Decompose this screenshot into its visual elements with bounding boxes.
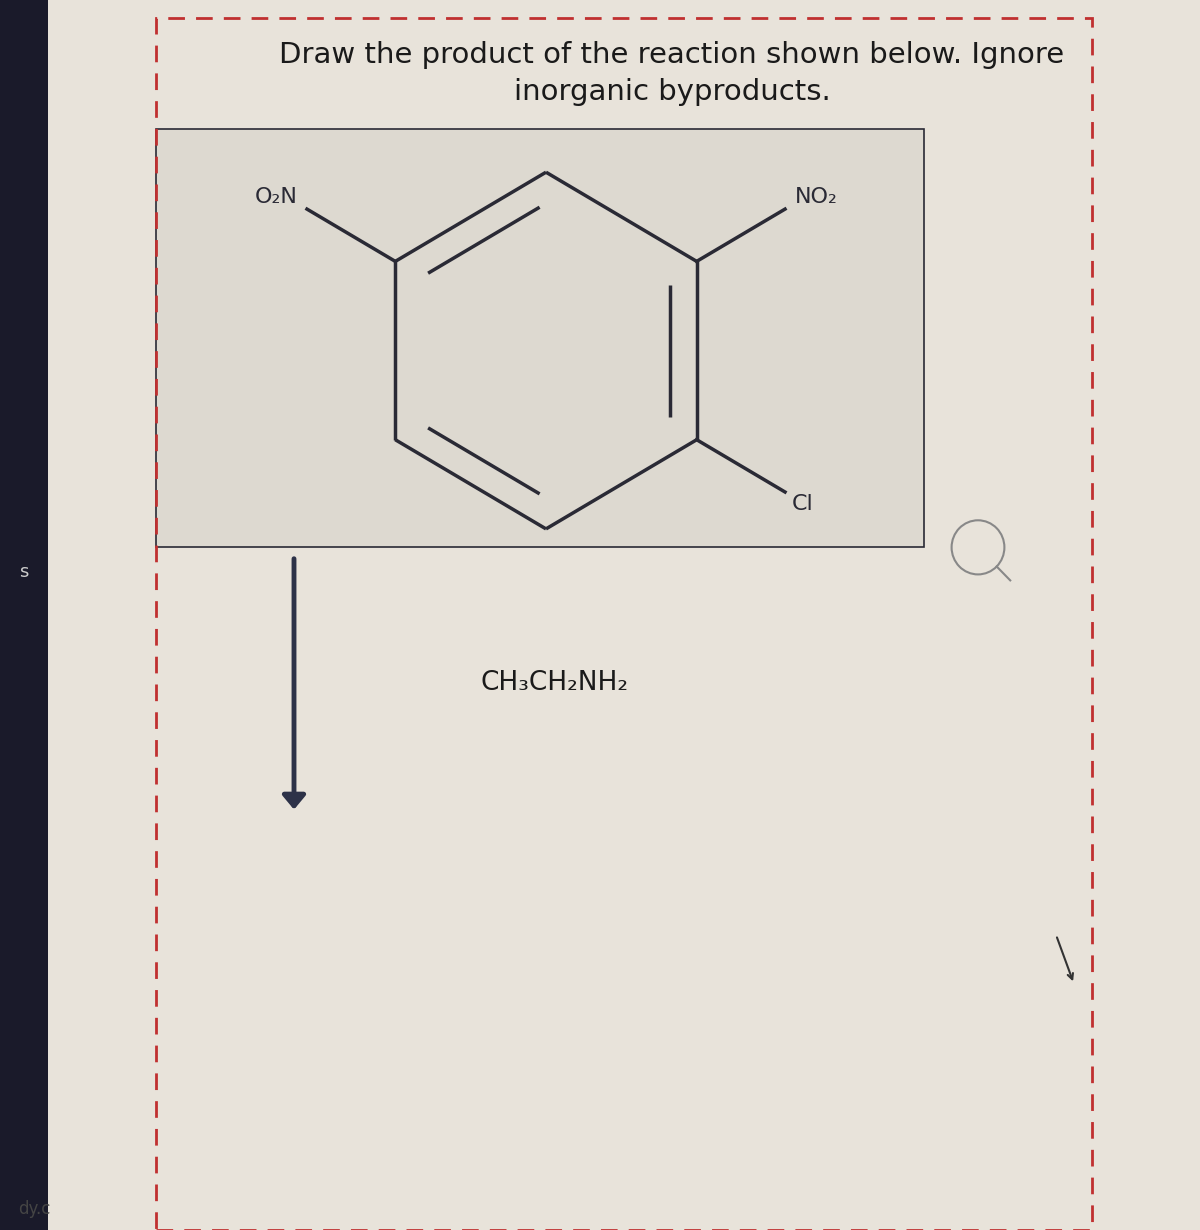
Text: dy.c: dy.c — [18, 1199, 50, 1218]
Text: inorganic byproducts.: inorganic byproducts. — [514, 79, 830, 106]
Text: CH₃CH₂NH₂: CH₃CH₂NH₂ — [480, 669, 628, 696]
Text: O₂N: O₂N — [254, 187, 298, 207]
Bar — [156, 129, 924, 547]
Bar — [156, 18, 1092, 1230]
Text: NO₂: NO₂ — [794, 187, 838, 207]
Bar — [0, 0, 48, 1230]
Text: Cl: Cl — [792, 494, 814, 514]
Text: s: s — [19, 563, 29, 581]
Text: Draw the product of the reaction shown below. Ignore: Draw the product of the reaction shown b… — [280, 42, 1064, 69]
